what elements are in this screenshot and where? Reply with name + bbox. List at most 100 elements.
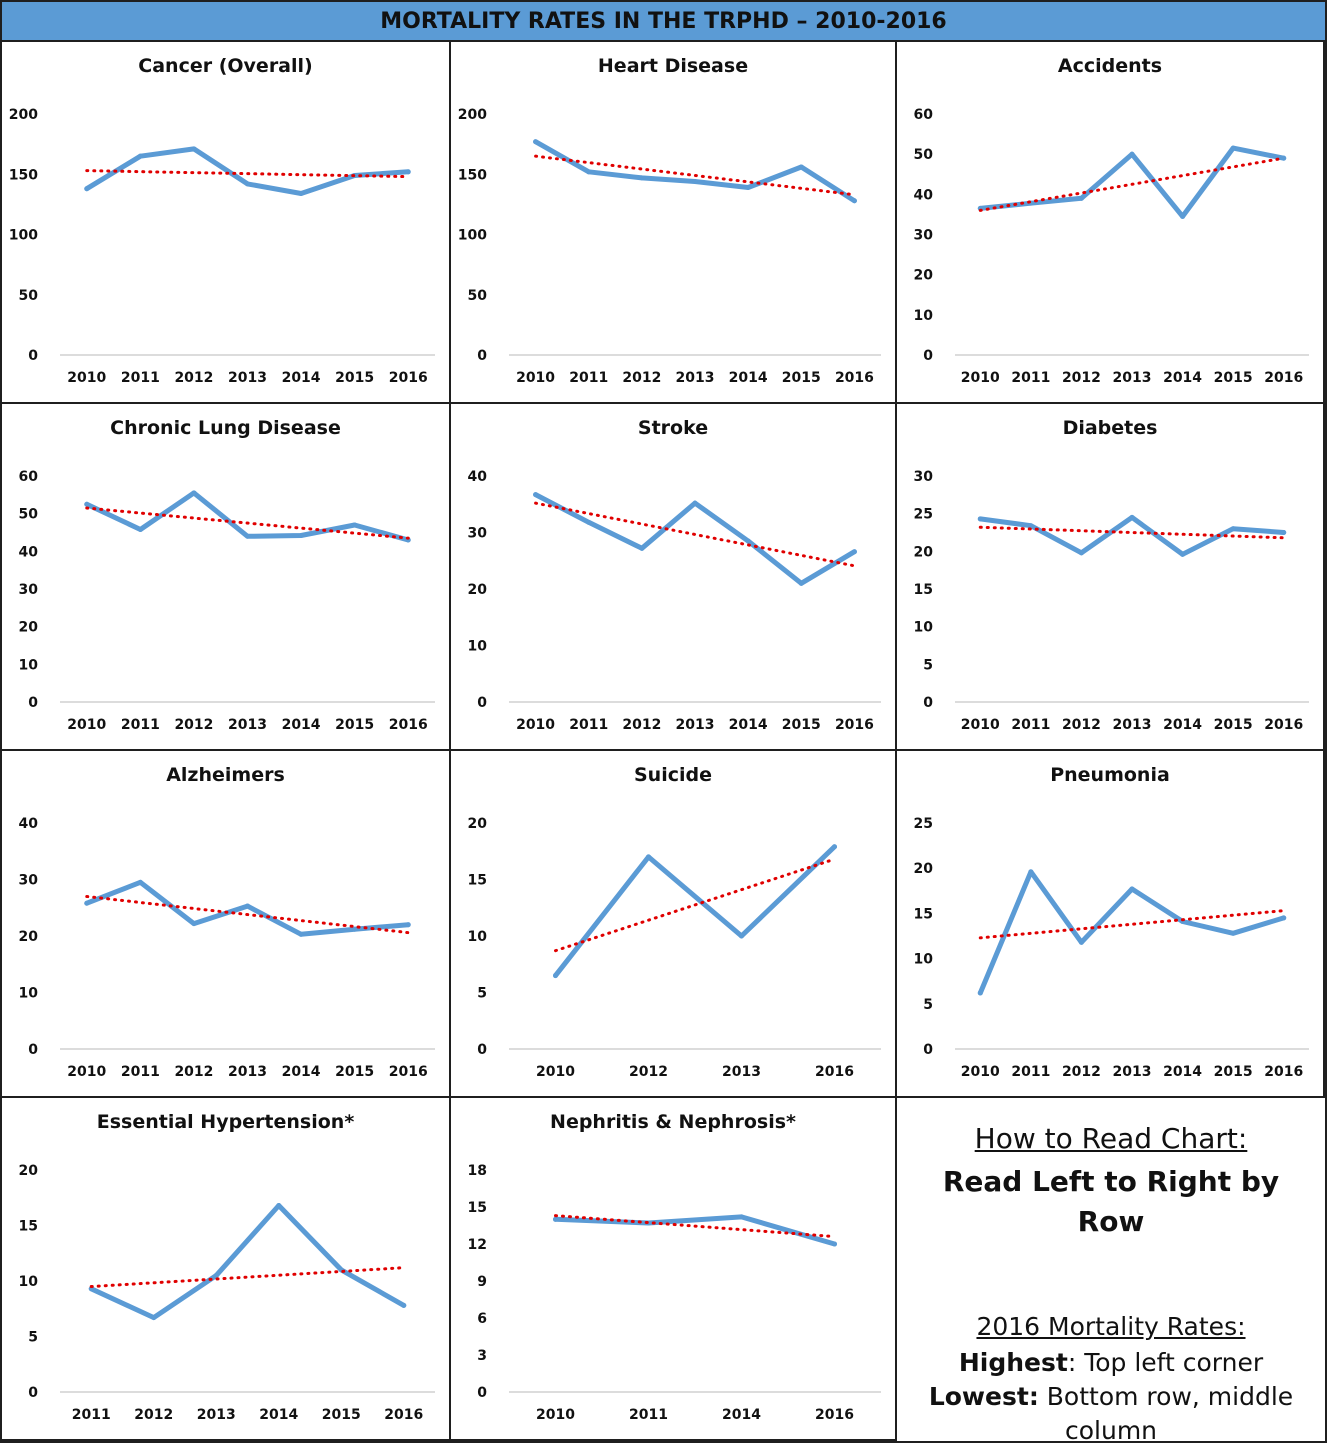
y-tick-label: 25 — [914, 507, 933, 523]
x-tick-label: 2016 — [389, 370, 428, 386]
y-tick-label: 15 — [914, 582, 933, 598]
chart-title: Cancer (Overall) — [138, 55, 312, 77]
x-tick-label: 2011 — [121, 370, 160, 386]
data-point — [739, 933, 744, 939]
data-point — [401, 1302, 407, 1308]
y-tick-label: 0 — [923, 695, 933, 711]
data-point — [191, 921, 197, 927]
x-tick-label: 2014 — [1163, 370, 1202, 386]
y-tick-label: 100 — [9, 228, 38, 244]
x-tick-label: 2013 — [676, 717, 715, 733]
trend-line — [85, 894, 410, 935]
data-point — [1180, 551, 1186, 557]
y-tick-label: 6 — [477, 1311, 487, 1327]
chart-title: Accidents — [1058, 55, 1162, 77]
series-line — [88, 1203, 407, 1321]
highest-line: Highest: Top left corner — [907, 1346, 1315, 1380]
data-point — [553, 1216, 558, 1222]
trend-line — [89, 1266, 406, 1289]
x-tick-label: 2011 — [569, 370, 608, 386]
y-tick-label: 3 — [477, 1348, 487, 1364]
data-point — [245, 903, 250, 909]
y-tick-label: 18 — [468, 1163, 487, 1179]
y-tick-label: 20 — [914, 861, 934, 877]
data-point — [137, 153, 143, 159]
x-tick-label: 2013 — [676, 370, 715, 386]
x-tick-label: 2010 — [961, 717, 1000, 733]
series-line — [553, 1214, 837, 1247]
data-point — [1028, 869, 1034, 875]
data-point — [137, 526, 143, 532]
x-tick-label: 2012 — [1062, 717, 1101, 733]
chart-panel: Heart Disease 0 50 100 150 200 2010 2011 2012 201… — [451, 42, 897, 404]
data-point — [745, 538, 751, 544]
data-point — [977, 516, 983, 522]
y-tick-label: 15 — [19, 1219, 38, 1235]
data-point — [553, 973, 558, 979]
chart-grid: Cancer (Overall) 0 50 100 150 200 2010 2011 2012… — [2, 42, 1325, 1445]
y-tick-label: 0 — [477, 1385, 487, 1401]
data-point — [851, 198, 857, 204]
y-tick-label: 9 — [477, 1274, 487, 1290]
x-tick-label: 2011 — [72, 1407, 111, 1423]
x-tick-label: 2013 — [1113, 370, 1152, 386]
data-point — [1129, 886, 1135, 892]
data-point — [84, 186, 90, 192]
data-point — [276, 1203, 282, 1209]
data-point — [1129, 151, 1135, 157]
trend-line — [85, 169, 410, 179]
y-tick-label: 0 — [477, 695, 487, 711]
data-point — [745, 185, 751, 191]
highest-text: : Top left corner — [1067, 1348, 1264, 1377]
data-point — [798, 580, 804, 586]
y-tick-label: 40 — [19, 816, 39, 832]
y-tick-label: 60 — [914, 107, 934, 123]
x-tick-label: 2014 — [1163, 717, 1202, 733]
chart-cancer-overall: Cancer (Overall) 0 50 100 150 200 2010 2011 2012… — [9, 55, 435, 386]
x-tick-label: 2014 — [1163, 1064, 1202, 1080]
y-tick-label: 10 — [914, 952, 934, 968]
x-tick-label: 2010 — [67, 717, 106, 733]
y-tick-label: 5 — [477, 986, 487, 1002]
trend-line — [554, 857, 836, 953]
x-tick-label: 2011 — [569, 717, 608, 733]
chart-panel: Cancer (Overall) 0 50 100 150 200 2010 2011 2012… — [2, 42, 451, 404]
y-tick-label: 20 — [19, 1163, 39, 1179]
y-tick-label: 10 — [914, 308, 934, 324]
chart-title: Chronic Lung Disease — [110, 417, 341, 439]
y-tick-label: 5 — [923, 657, 933, 673]
chart-accidents: Accidents 0 10 20 30 40 50 60 2010 2011 2012 2013 20… — [914, 55, 1309, 386]
x-tick-label: 2013 — [197, 1407, 236, 1423]
x-tick-label: 2011 — [121, 1064, 160, 1080]
chart-nephritis-nephrosis: Nephritis & Nephrosis* 0 3 6 9 12 15 18 2010 2011… — [468, 1111, 881, 1423]
x-tick-label: 2016 — [1264, 370, 1303, 386]
x-tick-label: 2012 — [622, 370, 661, 386]
x-tick-label: 2016 — [389, 1064, 428, 1080]
y-tick-label: 5 — [923, 997, 933, 1013]
x-tick-label: 2012 — [174, 717, 213, 733]
x-tick-label: 2016 — [835, 717, 874, 733]
trend-line — [978, 909, 1286, 940]
x-tick-label: 2012 — [622, 717, 661, 733]
x-tick-label: 2015 — [335, 370, 374, 386]
x-tick-label: 2016 — [815, 1064, 854, 1080]
page-title: MORTALITY RATES IN THE TRPHD – 2010-2016 — [2, 2, 1325, 42]
data-point — [533, 492, 539, 498]
data-point — [1281, 155, 1287, 161]
data-point — [1180, 213, 1186, 219]
x-tick-label: 2010 — [67, 1064, 106, 1080]
y-tick-label: 0 — [28, 348, 38, 364]
x-tick-label: 2016 — [1264, 1064, 1303, 1080]
y-tick-label: 40 — [468, 469, 488, 485]
x-tick-label: 2012 — [1062, 370, 1101, 386]
trend-line — [554, 1214, 836, 1239]
y-tick-label: 30 — [19, 873, 39, 889]
y-tick-label: 0 — [923, 1042, 933, 1058]
y-tick-label: 50 — [914, 147, 934, 163]
chart-suicide: Suicide 0 5 10 15 20 2010 2012 2013 2016 — [468, 764, 881, 1080]
x-tick-label: 2010 — [961, 1064, 1000, 1080]
x-tick-label: 2016 — [1264, 717, 1303, 733]
y-tick-label: 50 — [19, 288, 39, 304]
y-tick-label: 200 — [458, 107, 487, 123]
